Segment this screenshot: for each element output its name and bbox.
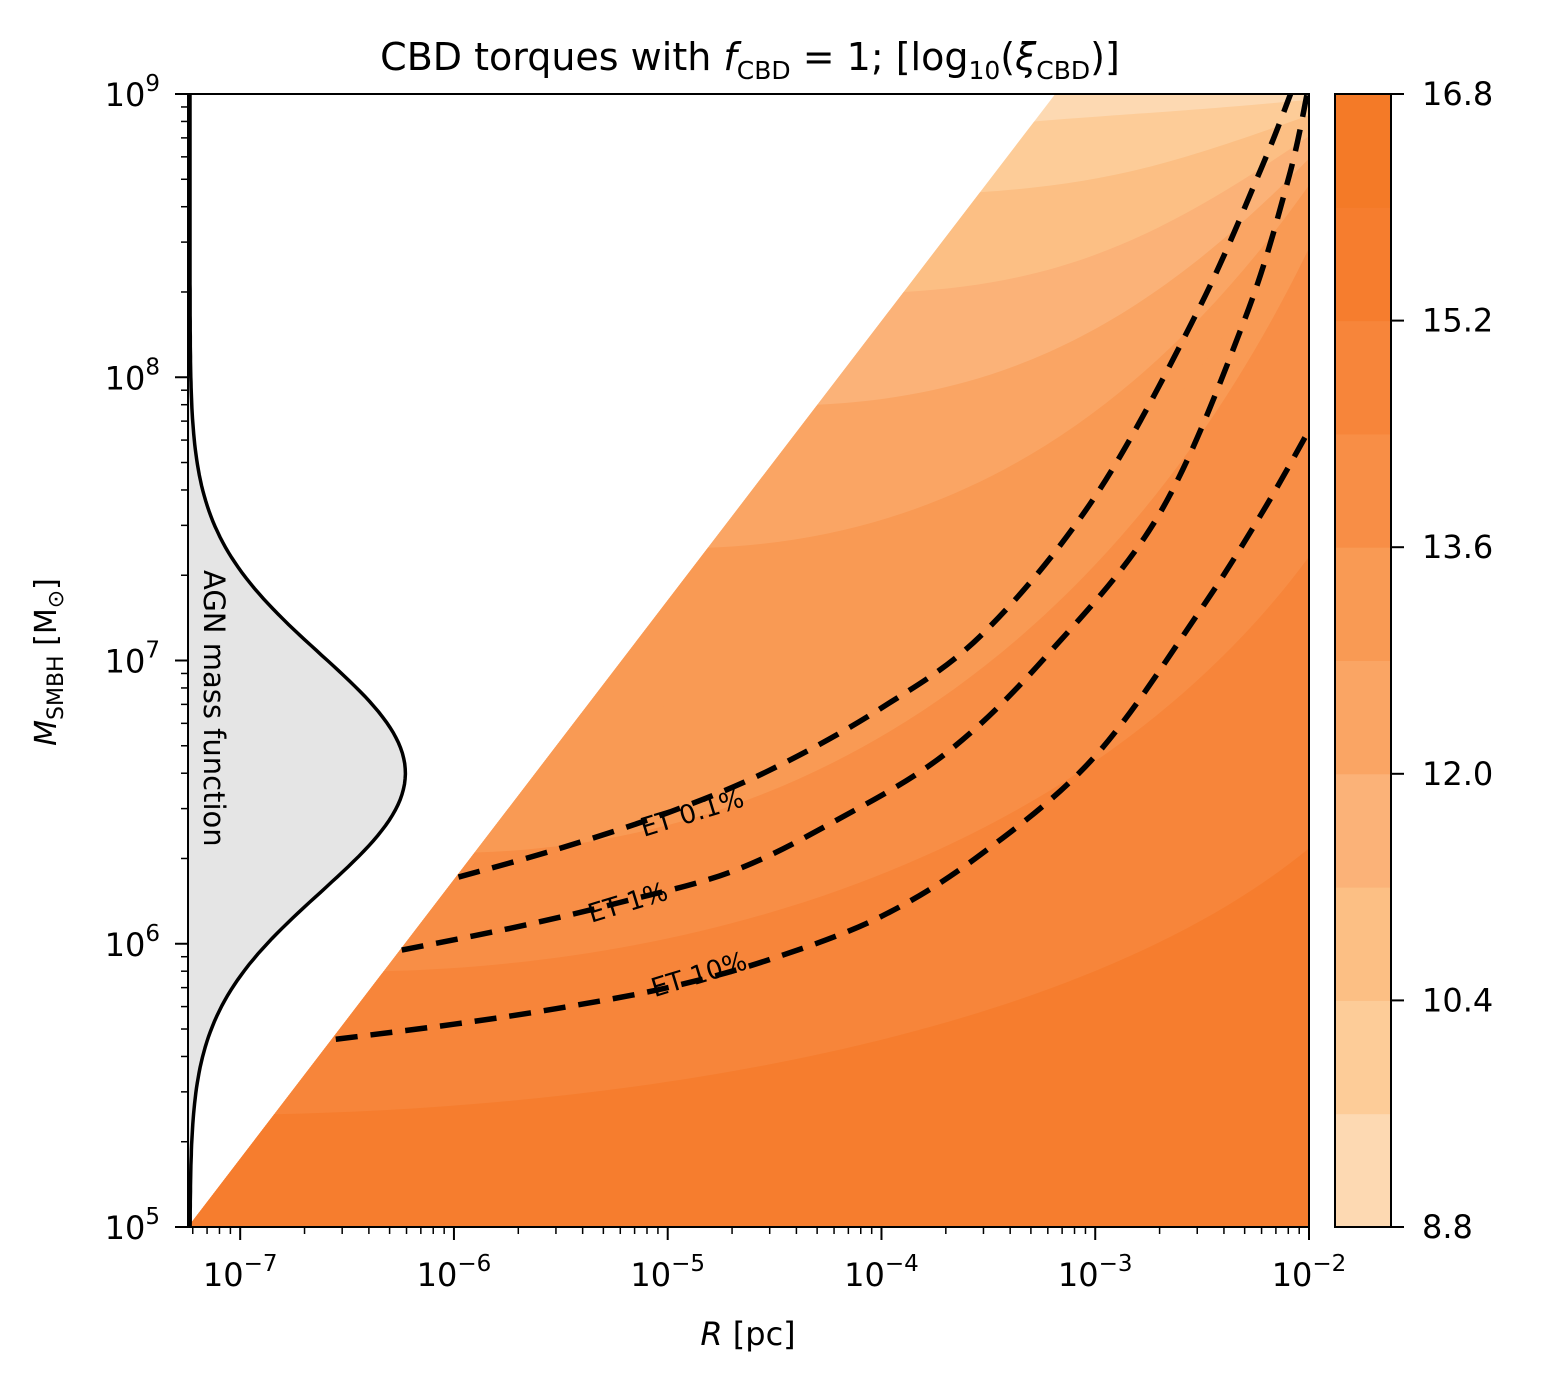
colorbar-segment xyxy=(1335,207,1391,322)
colorbar-tick-label: 16.8 xyxy=(1422,75,1493,113)
colorbar-tick-label: 15.2 xyxy=(1422,302,1493,340)
et-curve xyxy=(335,428,1309,1042)
et-curve xyxy=(457,94,1294,880)
x-tick-label: 10−2 xyxy=(1272,1251,1347,1294)
y-axis: 105 106 107 108 109 xyxy=(105,71,188,1247)
colorbar-segment xyxy=(1335,433,1391,548)
x-tick-label: 10−3 xyxy=(1058,1251,1133,1294)
contour-band xyxy=(188,848,1309,1227)
colorbar-tick-label: 12.0 xyxy=(1422,755,1493,793)
x-tick-label: 10−7 xyxy=(203,1251,278,1294)
contour-fill-layer xyxy=(188,94,1309,1227)
agn-mass-function-curve xyxy=(188,94,408,1227)
x-axis-label: R [pc] xyxy=(700,1315,795,1353)
agn-mass-function-fill xyxy=(188,94,406,1227)
chart-title: CBD torques with fCBD = 1; [log10(ξCBD)] xyxy=(380,35,1120,85)
colorbar-tick-label: 13.6 xyxy=(1422,528,1493,566)
colorbar-segment xyxy=(1335,320,1391,435)
colorbar-tick-label: 8.8 xyxy=(1422,1208,1473,1246)
colorbar: 8.8 10.4 12.0 13.6 15.2 16.8 xyxy=(1335,75,1493,1246)
colorbar-segment xyxy=(1335,887,1391,1001)
colorbar-frame xyxy=(1334,93,1392,1228)
colorbar-segment xyxy=(1335,660,1391,775)
x-tick-label: 10−4 xyxy=(844,1251,919,1294)
x-tick-label: 10−6 xyxy=(417,1251,492,1294)
colorbar-tick-label: 10.4 xyxy=(1422,981,1493,1019)
y-tick-label: 105 xyxy=(105,1204,160,1247)
colorbar-segment xyxy=(1335,1000,1391,1115)
colorbar-segment xyxy=(1335,94,1391,208)
colorbar-segment xyxy=(1335,773,1391,888)
y-tick-label: 107 xyxy=(105,638,160,681)
colorbar-segment xyxy=(1335,547,1391,661)
y-tick-label: 108 xyxy=(105,354,160,397)
y-tick-label: 109 xyxy=(105,71,160,114)
agn-mass-function-label: AGN mass function xyxy=(197,570,231,847)
x-tick-label: 10−5 xyxy=(630,1251,705,1294)
x-axis: 10−7 10−6 10−5 10−4 10−3 10−2 xyxy=(192,1227,1347,1294)
y-tick-label: 106 xyxy=(105,921,160,964)
colorbar-segment xyxy=(1335,1113,1391,1228)
y-axis-label: MSMBH [M⊙] xyxy=(29,578,69,746)
